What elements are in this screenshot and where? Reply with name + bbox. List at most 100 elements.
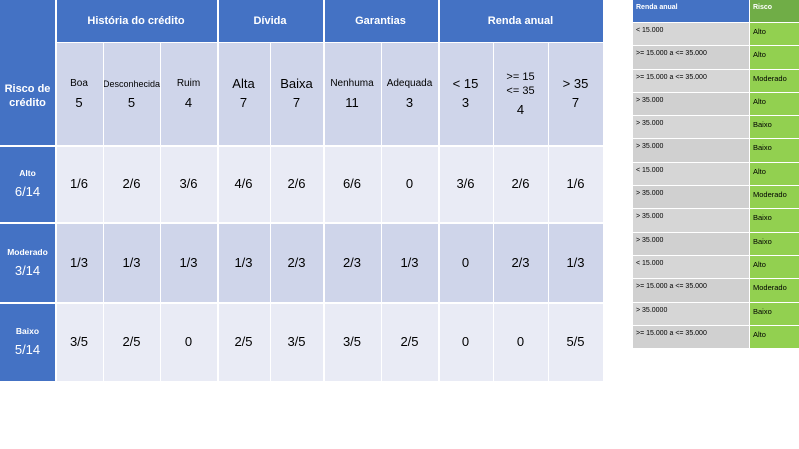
table-cell: 2/3	[323, 222, 381, 302]
row-header: Baixo 5/14	[0, 302, 55, 381]
cell-value: 1/3	[122, 254, 141, 270]
cell-value: 3/6	[456, 176, 475, 191]
cell-value: 0	[461, 254, 470, 270]
group-header-label: Dívida	[253, 15, 287, 27]
column-label: Nenhuma	[330, 78, 374, 89]
cell-value: 2/3	[511, 254, 530, 270]
cell-value: 1/3	[179, 254, 198, 270]
cell-value: 2/6	[511, 176, 530, 191]
side-table-row: > 35.000 Baixo	[633, 232, 799, 256]
row-prior: 5/14	[14, 342, 41, 357]
table-cell: 1/6	[548, 145, 603, 222]
cell-value: 0	[405, 176, 414, 191]
cell-value: 3/5	[69, 334, 89, 349]
table-cell: 2/3	[493, 222, 548, 302]
table-cell: 0	[438, 222, 493, 302]
grid-line	[0, 145, 603, 147]
risk-cell: Baixo	[750, 116, 799, 139]
income-cell: > 35.000	[633, 186, 750, 209]
cell-value: 0	[461, 334, 470, 349]
column-header: Ruim 4	[160, 42, 217, 145]
column-count: 4	[184, 95, 193, 110]
grid-line	[217, 0, 219, 381]
cell-value: 2/3	[342, 254, 362, 270]
side-table-row: > 35.000 Baixo	[633, 116, 799, 140]
cell-value: 2/5	[122, 334, 141, 349]
side-table-row: > 35.000 Baixo	[633, 209, 799, 233]
column-count: 3	[405, 95, 414, 110]
cell-value: 2/5	[234, 334, 253, 349]
side-table-row: < 15.000 Alto	[633, 162, 799, 187]
table-cell: 2/6	[103, 145, 160, 222]
row-label: Alto	[19, 168, 36, 178]
table-cell: 3/6	[160, 145, 217, 222]
grid-line	[323, 0, 325, 381]
column-label: Alta	[232, 76, 255, 91]
side-table-row: >= 15.000 a <= 35.000 Moderado	[633, 279, 799, 303]
cell-value: 2/6	[287, 176, 306, 191]
group-header-label: História do crédito	[87, 15, 185, 27]
grid-line	[548, 42, 549, 381]
income-header: Renda anual	[633, 0, 750, 22]
row-header: Moderado 3/14	[0, 222, 55, 302]
corner-header: Risco de crédito	[0, 0, 55, 145]
risk-cell: Alto	[750, 92, 799, 116]
grid-line	[270, 42, 271, 381]
table-cell: 4/6	[217, 145, 270, 222]
income-cell: > 35.000	[633, 139, 750, 162]
grid-line	[381, 42, 382, 381]
table-cell: 6/6	[323, 145, 381, 222]
risk-cell: Moderado	[750, 186, 799, 209]
cell-value: 6/6	[342, 176, 362, 191]
cell-value: 2/5	[400, 334, 419, 349]
risk-cell: Baixo	[750, 232, 799, 255]
column-header: Baixa 7	[270, 42, 323, 145]
table-cell: 2/5	[217, 302, 270, 381]
cell-value: 1/3	[566, 254, 585, 270]
table-cell: 5/5	[548, 302, 603, 381]
row-prior: 3/14	[14, 262, 41, 278]
income-cell: < 15.000	[633, 162, 750, 186]
column-count: 4	[516, 102, 525, 117]
column-label: Boa	[70, 78, 88, 89]
table-cell: 0	[438, 302, 493, 381]
risk-cell: Baixo	[750, 302, 799, 325]
income-cell: >= 15.000 a <= 35.000	[633, 46, 750, 69]
row-label: Moderado	[7, 246, 48, 257]
column-header: Nenhuma 11	[323, 42, 381, 145]
grid-line	[0, 222, 603, 224]
table-cell: 3/5	[270, 302, 323, 381]
income-cell: < 15.000	[633, 255, 750, 279]
cell-value: 0	[516, 334, 525, 349]
row-prior: 6/14	[14, 184, 41, 199]
column-count: 7	[571, 95, 580, 110]
grid-line	[438, 0, 440, 381]
column-count: 5	[127, 95, 136, 110]
side-table-row: > 35.000 Baixo	[633, 139, 799, 163]
table-cell: 3/5	[55, 302, 103, 381]
column-header: Alta 7	[217, 42, 270, 145]
column-header: Boa 5	[55, 42, 103, 145]
cell-value: 1/3	[400, 254, 419, 270]
table-cell: 2/6	[270, 145, 323, 222]
side-table-row: > 35.0000 Baixo	[633, 302, 799, 326]
risk-cell: Alto	[750, 46, 799, 69]
income-risk-table: Renda anual Risco < 15.000 Alto >= 15.000 a …	[633, 0, 799, 350]
group-header: Renda anual	[438, 0, 603, 42]
column-count: 7	[292, 95, 301, 110]
group-header: Dívida	[217, 0, 323, 42]
column-header: >= 15 <= 35 4	[493, 42, 548, 145]
risk-cell: Baixo	[750, 139, 799, 162]
side-table-header: Renda anual Risco	[633, 0, 799, 23]
column-label: < 15	[452, 76, 479, 91]
table-cell: 2/5	[381, 302, 438, 381]
grid-line	[160, 42, 161, 381]
cell-value: 0	[184, 334, 193, 349]
income-cell: < 15.000	[633, 23, 750, 46]
table-cell: 1/3	[103, 222, 160, 302]
column-count: 7	[239, 95, 248, 110]
table-cell: 1/3	[381, 222, 438, 302]
income-cell: > 35.000	[633, 209, 750, 232]
side-table-row: >= 15.000 a <= 35.000 Alto	[633, 46, 799, 70]
grid-line	[103, 42, 104, 381]
